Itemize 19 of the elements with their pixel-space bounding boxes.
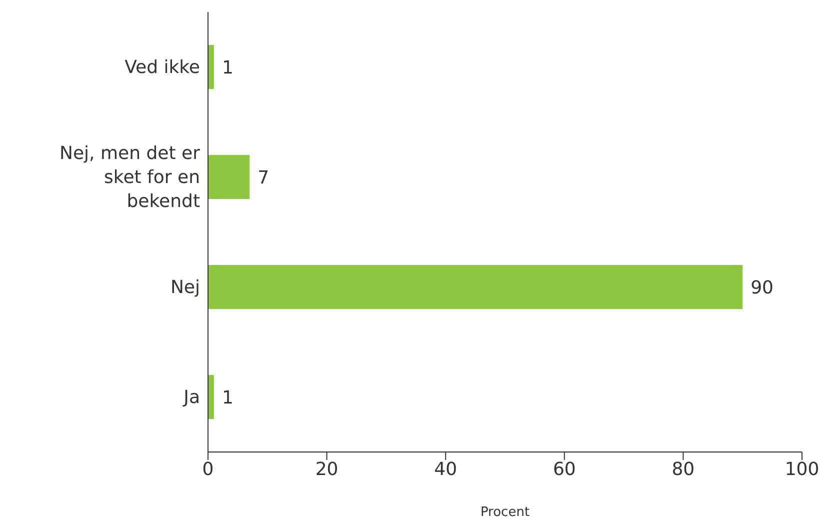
bar bbox=[208, 375, 214, 419]
x-tick-label: 60 bbox=[552, 458, 576, 480]
data-label: 1 bbox=[222, 57, 234, 78]
x-axis-title: Procent bbox=[480, 505, 530, 518]
x-tick-label: 0 bbox=[202, 458, 214, 480]
y-tick-label: Ja bbox=[182, 386, 200, 408]
x-tick-label: 80 bbox=[672, 458, 695, 480]
x-tick-label: 40 bbox=[434, 458, 458, 480]
bar bbox=[208, 45, 214, 89]
y-tick-label: Ved ikke bbox=[124, 56, 200, 78]
y-tick-label: Nej bbox=[170, 276, 200, 298]
x-tick-label: 100 bbox=[784, 458, 820, 480]
data-label: 1 bbox=[222, 387, 234, 408]
x-tick-label: 20 bbox=[315, 458, 338, 480]
data-label: 7 bbox=[258, 167, 270, 188]
y-tick-label: Nej, men det er sket for en bekendt bbox=[60, 142, 201, 212]
bar bbox=[208, 155, 250, 199]
bar bbox=[208, 265, 743, 309]
data-label: 90 bbox=[750, 277, 774, 298]
